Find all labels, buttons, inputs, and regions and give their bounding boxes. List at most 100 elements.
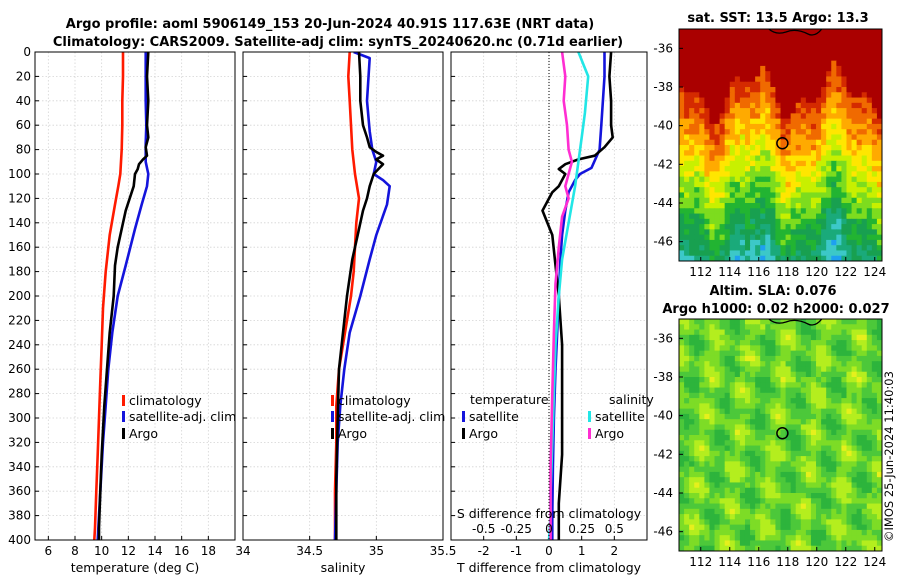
map-cell bbox=[861, 113, 868, 120]
map-cell bbox=[770, 408, 777, 415]
map-cell bbox=[709, 466, 716, 473]
map-cell bbox=[785, 197, 792, 204]
map-cell bbox=[795, 81, 802, 88]
map-cell bbox=[755, 471, 761, 478]
map-cell bbox=[770, 155, 777, 162]
map-cell bbox=[826, 371, 832, 378]
map-cell bbox=[704, 429, 711, 436]
map-cell bbox=[816, 113, 822, 120]
map-cell bbox=[816, 487, 822, 494]
map-cell bbox=[750, 29, 756, 35]
map-cells bbox=[679, 29, 882, 261]
map-cell bbox=[821, 319, 827, 325]
map-cell bbox=[810, 424, 817, 431]
map-cell bbox=[846, 424, 853, 431]
map-cell bbox=[821, 377, 827, 383]
map-cell bbox=[871, 176, 878, 183]
map-cell bbox=[846, 382, 853, 389]
map-cell bbox=[831, 166, 837, 172]
map-cell bbox=[770, 181, 777, 188]
map-cell bbox=[841, 29, 848, 35]
map-cell bbox=[816, 155, 822, 162]
map-cell bbox=[841, 519, 848, 526]
map-cell bbox=[755, 87, 761, 93]
map-cell bbox=[841, 355, 848, 362]
map-cell bbox=[709, 166, 716, 172]
map-cell bbox=[846, 361, 853, 368]
map-cell bbox=[841, 150, 848, 157]
map-cell bbox=[684, 371, 690, 378]
map-cell bbox=[876, 392, 882, 399]
map-cell bbox=[856, 102, 863, 109]
map-cell bbox=[846, 65, 853, 72]
map-cell bbox=[780, 503, 787, 510]
map-cell bbox=[795, 366, 802, 373]
map-cell bbox=[679, 371, 685, 378]
map-cell bbox=[734, 329, 741, 336]
map-cell bbox=[790, 377, 797, 383]
map-cell bbox=[724, 392, 731, 399]
map-cell bbox=[770, 187, 777, 194]
map-cell bbox=[724, 218, 731, 225]
map-cell bbox=[684, 123, 690, 130]
map-cell bbox=[729, 524, 736, 531]
map-cell bbox=[689, 71, 695, 78]
map-cell bbox=[836, 440, 842, 447]
map-cell bbox=[856, 50, 863, 56]
map-cell bbox=[841, 160, 848, 167]
map-cell bbox=[780, 187, 787, 194]
map-cell bbox=[704, 224, 711, 230]
map-cell bbox=[790, 355, 797, 362]
map-cell bbox=[729, 29, 736, 35]
map-cell bbox=[821, 429, 827, 436]
map-cell bbox=[826, 508, 832, 515]
map-cell bbox=[739, 218, 746, 225]
map-cell bbox=[694, 203, 700, 209]
map-cell bbox=[785, 171, 792, 178]
map-cell bbox=[871, 535, 878, 542]
map-cell bbox=[724, 435, 731, 441]
map-cell bbox=[836, 181, 842, 188]
map-cell bbox=[780, 345, 787, 352]
map-cell bbox=[734, 181, 741, 188]
map-cell bbox=[704, 171, 711, 178]
map-cell bbox=[704, 340, 711, 346]
map-cell bbox=[699, 487, 705, 494]
map-cell bbox=[755, 134, 761, 141]
map-cell bbox=[734, 176, 741, 183]
map-cell bbox=[800, 102, 807, 109]
map-cell bbox=[750, 34, 756, 41]
map-cell bbox=[821, 477, 827, 484]
map-cell bbox=[846, 392, 853, 399]
legend-label-argo: Argo bbox=[129, 426, 158, 441]
map-cell bbox=[800, 435, 807, 441]
map-cell bbox=[790, 340, 797, 346]
map-cell bbox=[770, 429, 777, 436]
map-cell bbox=[851, 155, 858, 162]
map-cell bbox=[699, 445, 705, 452]
map-cell bbox=[800, 508, 807, 515]
map-cell bbox=[785, 229, 792, 236]
map-cell bbox=[841, 535, 848, 542]
map-cell bbox=[714, 97, 721, 104]
map-cell bbox=[704, 403, 711, 410]
map-cell bbox=[689, 482, 695, 489]
map-cell bbox=[795, 398, 802, 404]
map-cell bbox=[724, 87, 731, 93]
map-cell bbox=[800, 408, 807, 415]
map-cell bbox=[734, 403, 741, 410]
map-cell bbox=[750, 440, 756, 447]
map-cell bbox=[689, 345, 695, 352]
map-cell bbox=[816, 160, 822, 167]
map-cell bbox=[699, 44, 705, 51]
map-cell bbox=[841, 123, 848, 130]
map-cell bbox=[694, 113, 700, 120]
map-cell bbox=[714, 319, 721, 325]
map-cell bbox=[826, 387, 832, 394]
map-cell bbox=[739, 319, 746, 325]
map-cell bbox=[765, 213, 771, 220]
map-cell bbox=[729, 487, 736, 494]
map-cell bbox=[770, 329, 777, 336]
map-cell bbox=[826, 113, 832, 120]
map-cell bbox=[694, 334, 700, 341]
